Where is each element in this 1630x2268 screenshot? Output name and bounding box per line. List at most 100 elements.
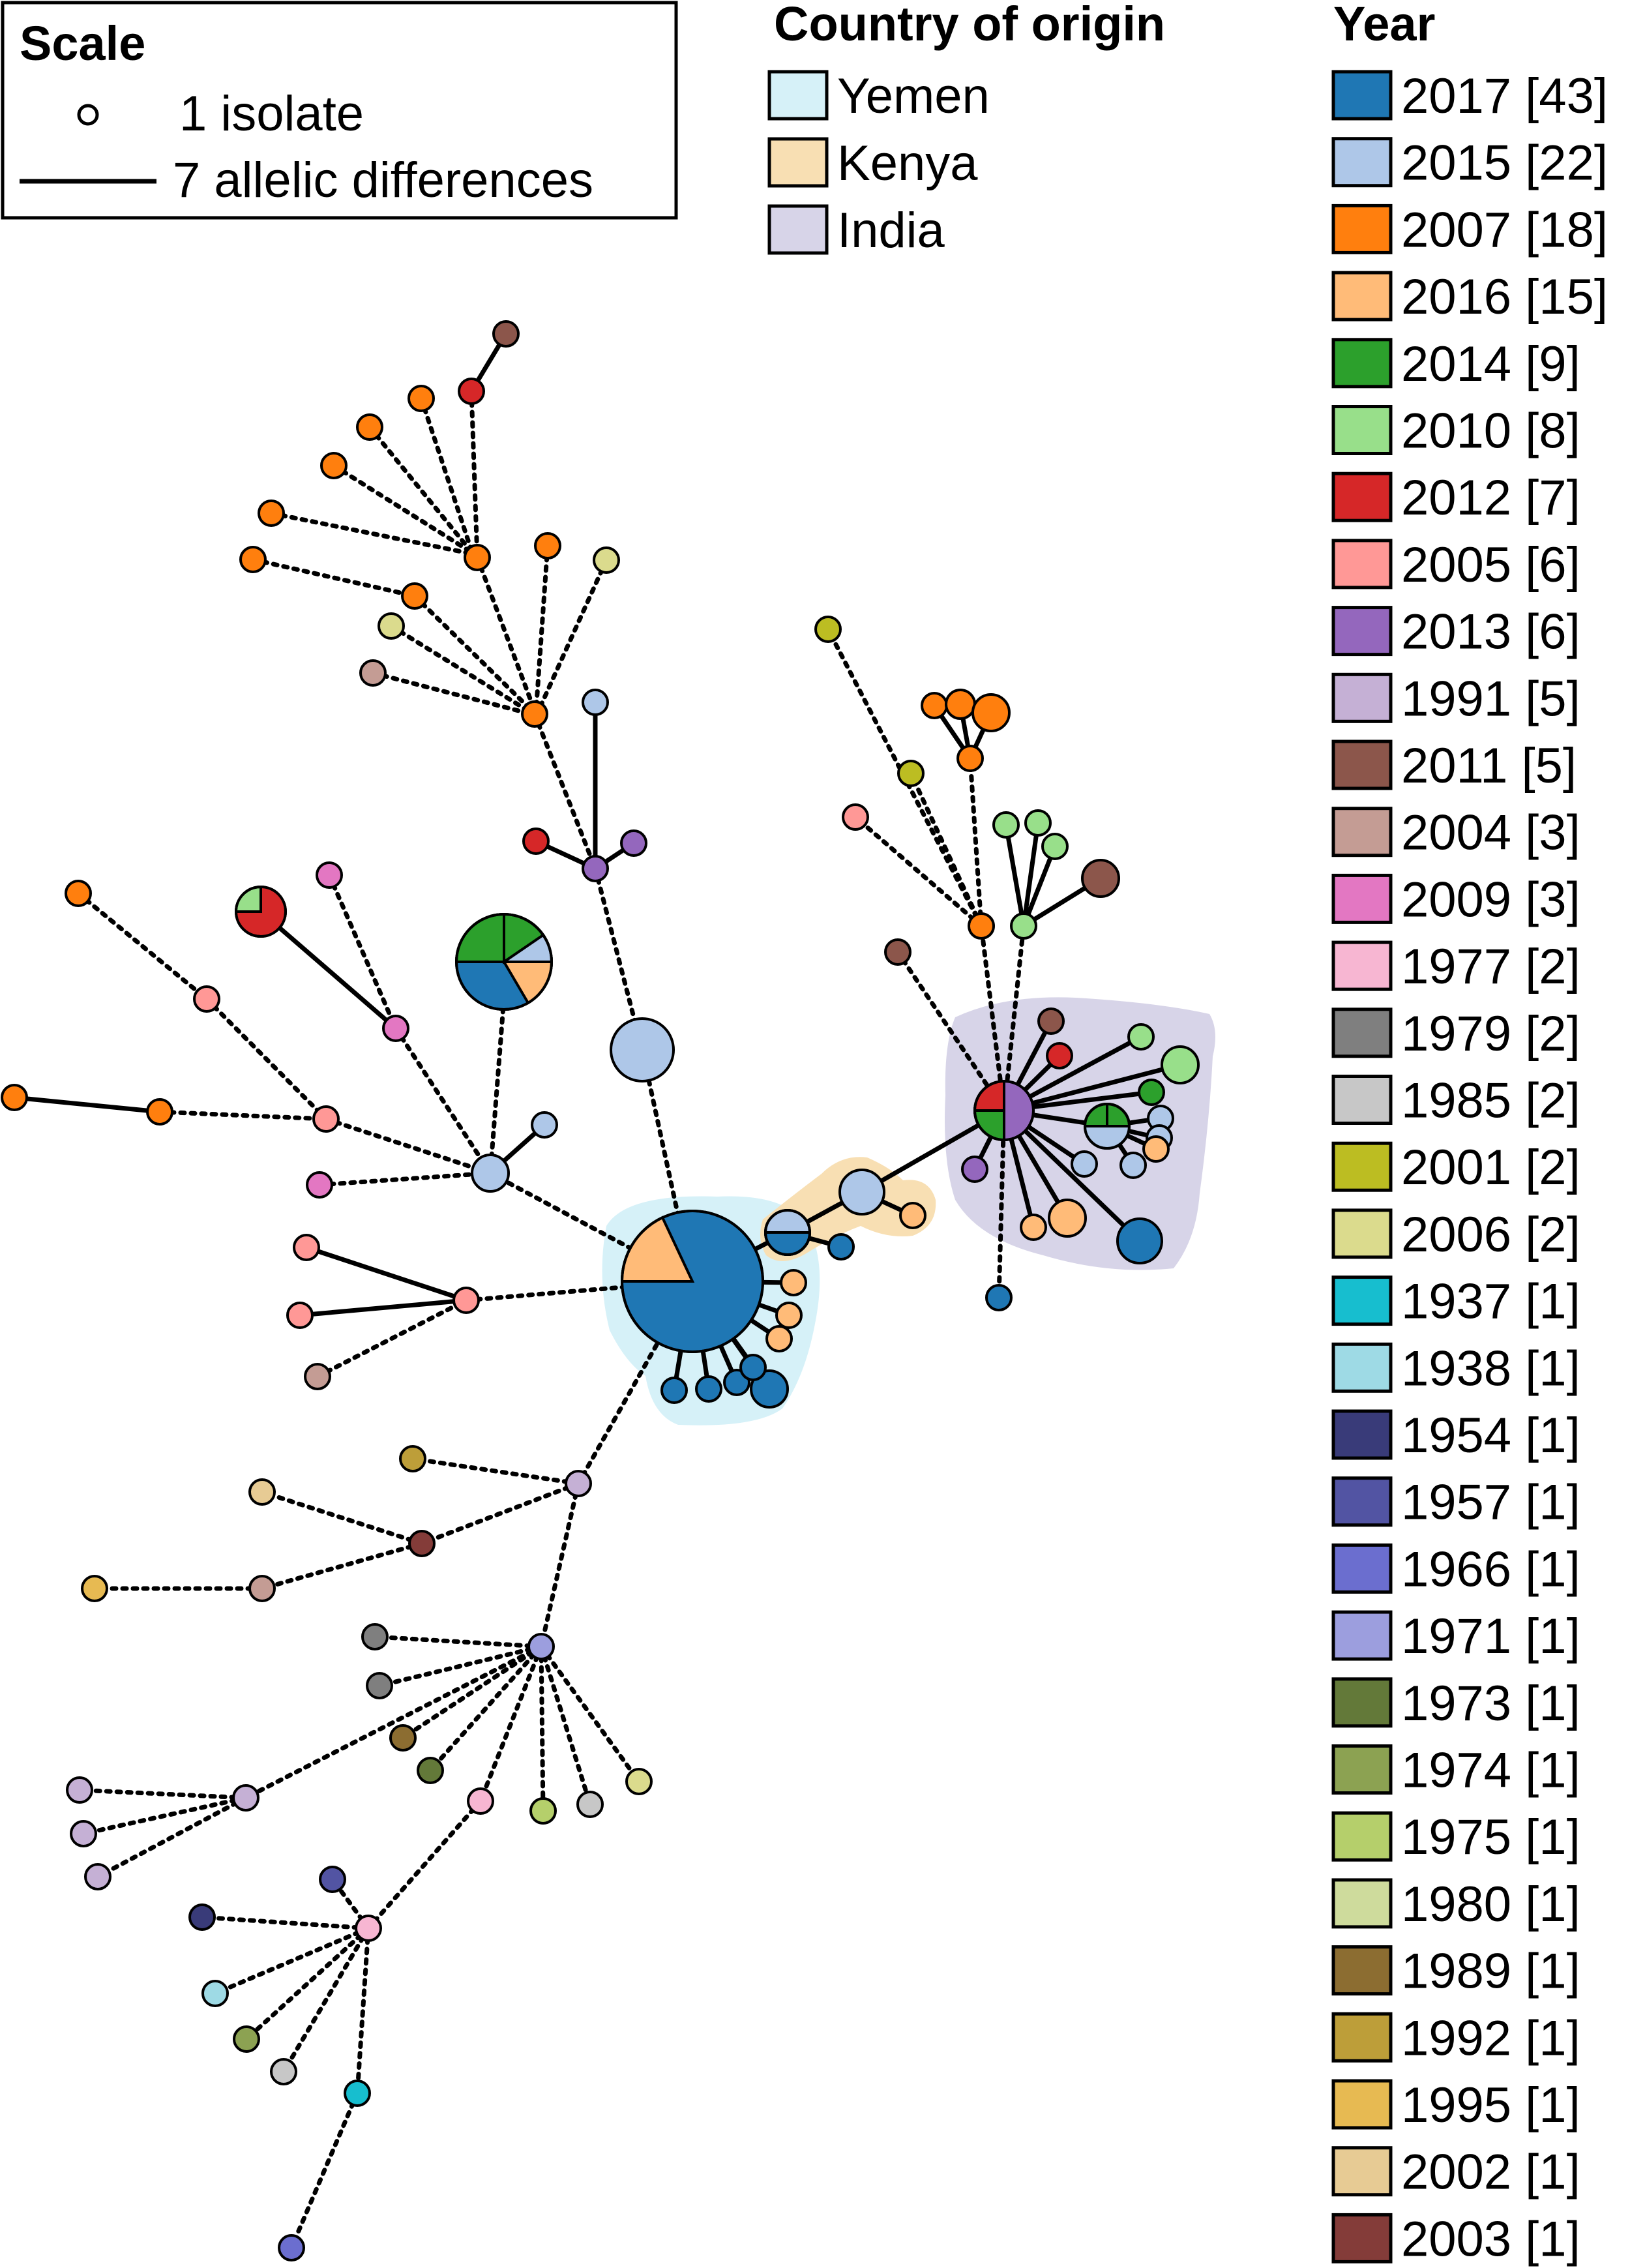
edge-dotted <box>331 463 472 554</box>
edge-dotted <box>281 1926 371 2074</box>
isolate-node <box>582 855 609 882</box>
country-legend-label: India <box>837 203 945 258</box>
isolate-node <box>146 1098 173 1126</box>
year-legend-label: 1966 [1] <box>1401 1542 1580 1597</box>
isolate-node <box>971 693 1011 732</box>
isolate-node <box>992 811 1020 839</box>
isolate-node <box>1138 1079 1165 1106</box>
isolate-node <box>286 1302 314 1329</box>
year-color-swatch <box>1331 1878 1393 1929</box>
year-color-swatch <box>1331 338 1393 389</box>
isolate-node <box>610 1017 675 1082</box>
isolate-node <box>389 1724 417 1752</box>
year-color-swatch <box>1331 1543 1393 1594</box>
year-legend-title: Year <box>1333 0 1435 51</box>
year-legend-item: 2005 [6] <box>1331 537 1580 593</box>
year-legend-label: 1954 [1] <box>1401 1408 1580 1463</box>
isolate-node <box>956 745 984 772</box>
year-legend-label: 1973 [1] <box>1401 1676 1580 1731</box>
year-legend-item: 1985 [2] <box>1331 1073 1580 1129</box>
year-color-swatch <box>1331 940 1393 991</box>
year-legend-item: 2003 [1] <box>1331 2211 1580 2267</box>
year-legend-item: 2012 [7] <box>1331 470 1580 526</box>
year-color-swatch <box>1331 2213 1393 2263</box>
scale-legend-title: Scale <box>20 16 145 70</box>
year-color-swatch <box>1331 672 1393 723</box>
year-color-swatch <box>1331 1811 1393 1862</box>
isolate-node <box>65 880 92 907</box>
isolate-node <box>233 2025 260 2053</box>
isolate-node <box>695 1375 722 1403</box>
country-legend-label: Kenya <box>837 136 978 191</box>
pie-node-mixed <box>454 912 554 1011</box>
edge-dotted <box>853 814 984 929</box>
year-legend-label: 2016 [15] <box>1401 269 1608 325</box>
year-legend-item: 2013 [6] <box>1331 604 1580 660</box>
edge-dotted <box>289 2091 360 2250</box>
isolate-node <box>356 413 383 441</box>
edge-dotted <box>488 995 507 1176</box>
isolate-node <box>1127 1023 1155 1051</box>
pie-node-2012-2010 <box>234 885 287 938</box>
isolate-node <box>576 1791 604 1818</box>
edge-solid <box>259 910 398 1030</box>
isolate-node <box>593 546 620 574</box>
edge-dotted <box>412 593 536 715</box>
year-legend-item: 1980 [1] <box>1331 1877 1580 1932</box>
edge-dotted <box>259 1489 424 1546</box>
edge-dotted <box>243 1644 544 1800</box>
year-legend-label: 2007 [18] <box>1401 202 1608 258</box>
isolate-node <box>884 938 911 966</box>
isolate-node <box>739 1354 767 1381</box>
year-legend-label: 1991 [5] <box>1401 671 1580 726</box>
year-legend-label: 1977 [2] <box>1401 939 1580 994</box>
year-legend-item: 2017 [43] <box>1331 68 1608 124</box>
isolate-node <box>248 1478 276 1506</box>
isolate-node <box>458 378 485 405</box>
scale-legend: Scale 1 isolate 7 allelic differences <box>1 1 678 220</box>
edge-dotted <box>389 623 534 715</box>
isolate-node <box>961 1156 988 1183</box>
edge-dotted <box>204 996 329 1122</box>
isolate-node <box>660 1377 688 1404</box>
isolate-node <box>359 659 387 687</box>
isolate-node <box>1116 1217 1163 1264</box>
year-legend-item: 1974 [1] <box>1331 1743 1580 1798</box>
edge-dotted <box>77 1787 248 1800</box>
year-legend-item: 2015 [22] <box>1331 136 1608 191</box>
isolate-node <box>232 1784 259 1812</box>
year-legend-item: 1966 [1] <box>1331 1542 1580 1597</box>
edge-dotted <box>968 756 984 929</box>
isolate-node <box>838 1169 885 1216</box>
edge-dotted <box>323 1116 493 1176</box>
year-legend-item: 1937 [1] <box>1331 1274 1580 1330</box>
year-legend-item: 2006 [2] <box>1331 1207 1580 1262</box>
isolate-node <box>408 1530 436 1557</box>
year-legend-item: 1995 [1] <box>1331 2078 1580 2133</box>
year-legend-label: 1975 [1] <box>1401 1810 1580 1865</box>
isolate-node <box>239 546 267 573</box>
year-legend-label: 2004 [3] <box>1401 805 1580 861</box>
year-color-swatch <box>1331 70 1393 121</box>
isolate-node <box>492 320 520 348</box>
year-legend-item: 1975 [1] <box>1331 1810 1580 1865</box>
isolate-node <box>467 1787 494 1815</box>
year-color-swatch <box>1331 1075 1393 1125</box>
isolate-node <box>293 1234 320 1261</box>
edge-dotted <box>895 949 1007 1113</box>
edge-dotted <box>576 1279 695 1486</box>
edge-dotted <box>419 1481 581 1546</box>
isolate-node <box>620 829 647 857</box>
isolate-node <box>1041 833 1069 860</box>
year-legend-item: 2010 [8] <box>1331 404 1580 459</box>
edge-dotted <box>259 1541 424 1591</box>
year-legend-label: 2012 [7] <box>1401 470 1580 526</box>
year-legend-item: 2011 [5] <box>1331 738 1577 794</box>
year-color-swatch <box>1331 739 1393 790</box>
year-legend-item: 1971 [1] <box>1331 1609 1580 1664</box>
year-legend-label: 1971 [1] <box>1401 1609 1580 1664</box>
country-legend-item: Yemen <box>767 68 990 124</box>
edge-dotted <box>244 1926 371 2042</box>
year-legend-label: 1989 [1] <box>1401 1944 1580 1999</box>
year-color-swatch <box>1331 1007 1393 1058</box>
